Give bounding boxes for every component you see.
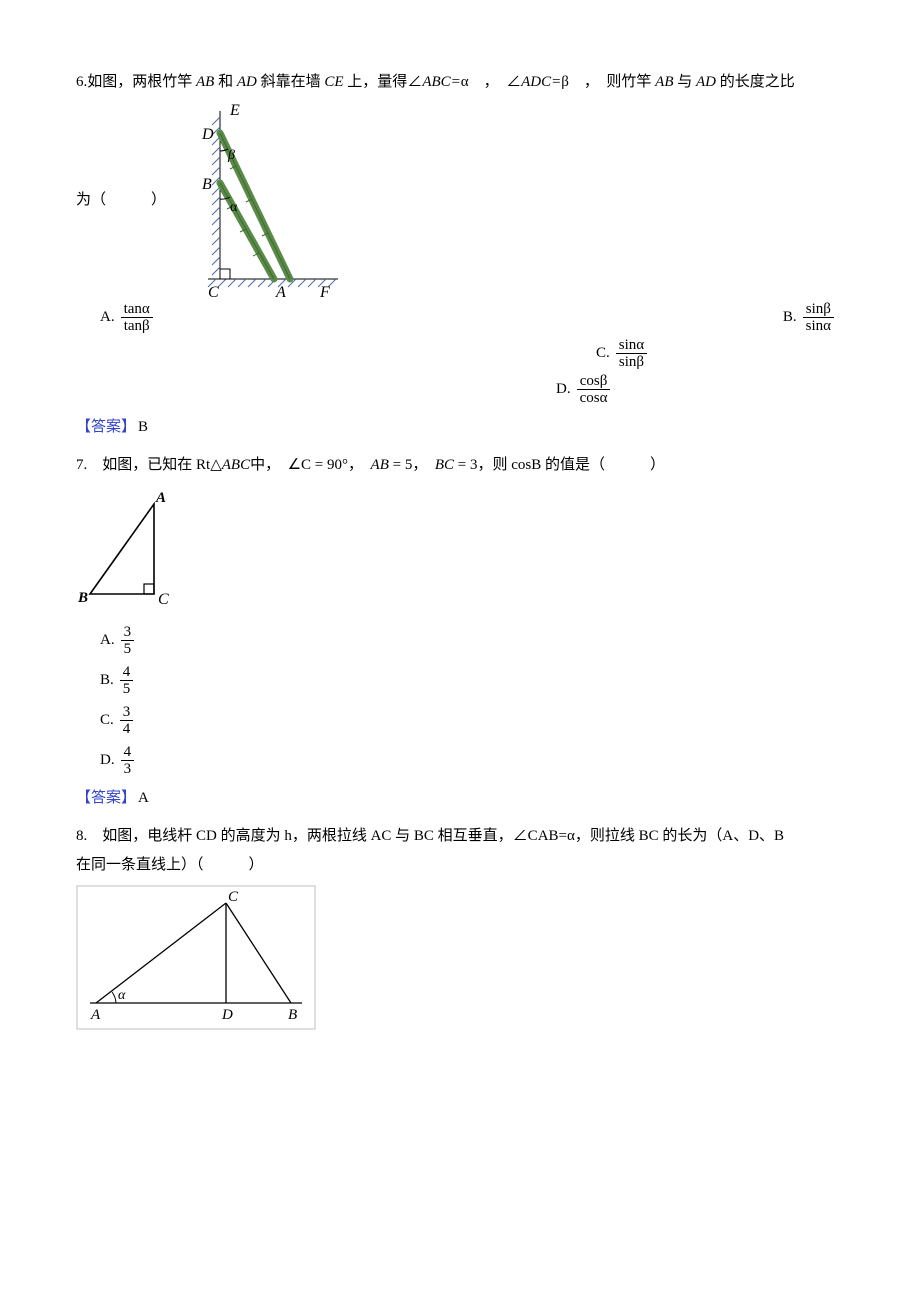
q7-label-b: B (77, 590, 88, 606)
question-6: 6.如图，两根竹竿 AB 和 AD 斜靠在墙 CE 上，量得∠ABC=α ， ∠… (76, 68, 844, 441)
q6-options: A. tanαtanβ B. sinβsinα C. sinαsinβ D. c… (76, 301, 844, 407)
q8-label-a: A (90, 1007, 101, 1023)
q6-right-angle (220, 269, 230, 279)
q7-option-c: C.34 (100, 704, 844, 738)
q7-option-a: A.35 (100, 624, 844, 658)
q6-blank-text: 为（ ） (76, 186, 166, 215)
q6-label-f: F (319, 284, 330, 301)
q6-label-c: C (208, 284, 219, 301)
q8-figure: α A D B C (76, 885, 316, 1030)
q6-option-d: D. cosβcosα (556, 373, 844, 407)
q6-label-d: D (201, 126, 214, 143)
q7-option-d: D.43 (100, 744, 844, 778)
q7-label-c: C (158, 591, 169, 608)
question-8: 8. 如图，电线杆 CD 的高度为 h，两根拉线 AC 与 BC 相互垂直，∠C… (76, 822, 844, 1030)
q7-answer: 【答案】A (76, 784, 844, 813)
q7-option-b: B.45 (100, 664, 844, 698)
q6-number: 6. (76, 74, 87, 90)
q8-label-alpha: α (118, 988, 126, 1003)
q6-label-a: A (275, 284, 286, 301)
q6-figure: E D B C A F α β (178, 101, 348, 301)
q7-right-angle (144, 584, 154, 594)
q6-stem-line2: 为（ ） (76, 101, 844, 301)
q6-option-c: C. sinαsinβ (596, 337, 844, 371)
q6-stem-line1: 6.如图，两根竹竿 AB 和 AD 斜靠在墙 CE 上，量得∠ABC=α ， ∠… (76, 68, 844, 97)
q6-option-a: A. tanαtanβ (100, 301, 153, 335)
q6-answer: 【答案】B (76, 413, 844, 442)
q8-label-d: D (221, 1007, 233, 1023)
q6-label-b: B (202, 176, 212, 193)
q8-label-b: B (288, 1007, 297, 1023)
q6-label-beta: β (227, 148, 235, 163)
q7-figure: A B C (76, 486, 186, 616)
q6-label-alpha: α (230, 200, 238, 215)
q6-label-e: E (229, 102, 240, 119)
q8-label-c: C (228, 889, 239, 905)
q8-stem-line1: 8. 如图，电线杆 CD 的高度为 h，两根拉线 AC 与 BC 相互垂直，∠C… (76, 822, 844, 851)
q6-option-b: B. sinβsinα (783, 301, 834, 335)
question-7: 7. 如图，已知在 Rt△ABC中， ∠C = 90°， AB = 5， BC … (76, 451, 844, 812)
q7-options: A.35 B.45 C.34 D.43 (100, 624, 844, 778)
q7-label-a: A (155, 490, 166, 506)
q7-stem: 7. 如图，已知在 Rt△ABC中， ∠C = 90°， AB = 5， BC … (76, 451, 844, 480)
q8-stem-line2: 在同一条直线上）（ ） (76, 851, 844, 880)
